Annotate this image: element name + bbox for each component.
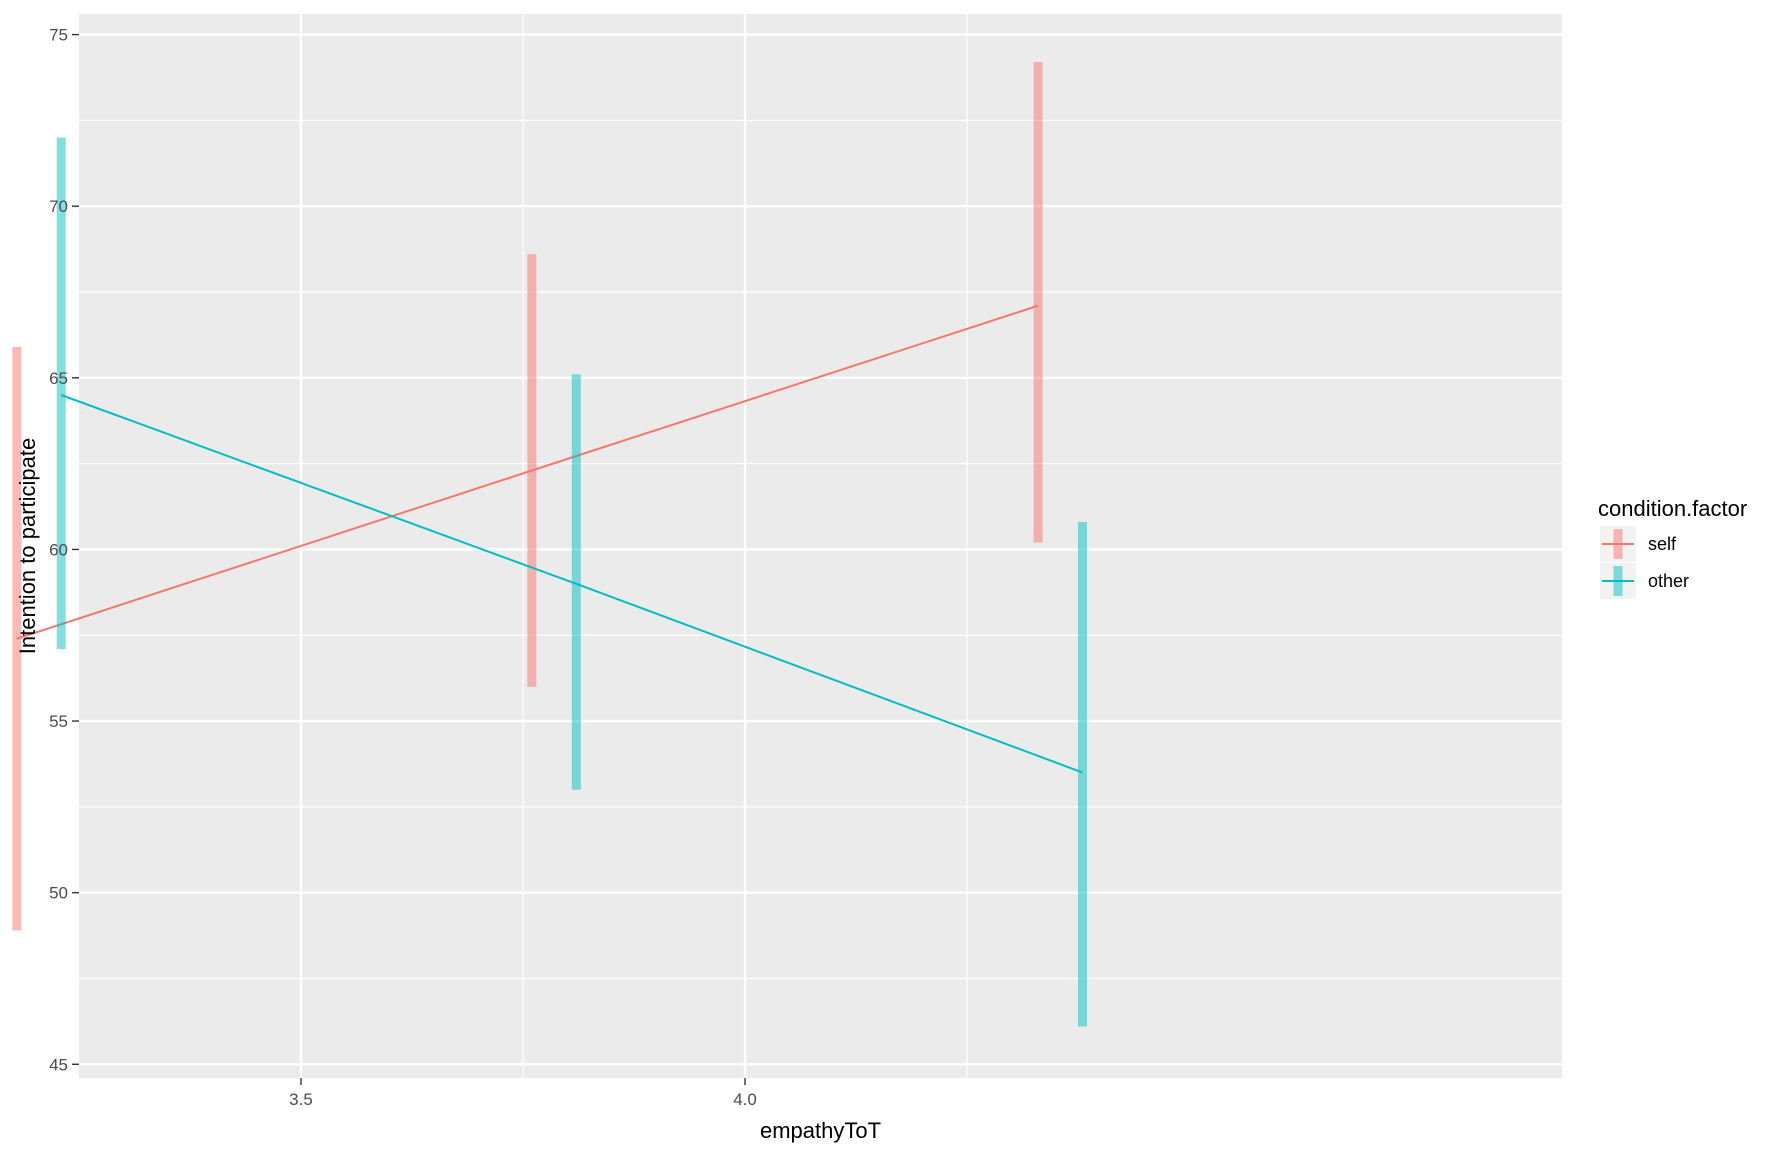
legend-title: condition.factor — [1598, 496, 1747, 521]
y-tick-label: 75 — [49, 26, 68, 45]
legend-label-other: other — [1648, 571, 1689, 591]
series-layer — [12, 62, 1087, 1027]
grid-major — [79, 14, 1562, 1078]
y-axis: 45 50 55 60 65 70 75 — [49, 26, 79, 1074]
grid-minor — [79, 14, 1562, 1078]
x-tick-label: 3.5 — [289, 1090, 313, 1109]
series-self — [12, 62, 1043, 931]
y-tick-label: 65 — [49, 369, 68, 388]
y-tick-label: 60 — [49, 540, 68, 559]
x-axis: 3.5 4.0 — [289, 1078, 757, 1109]
series-other — [56, 137, 1087, 1027]
x-tick-label: 4.0 — [733, 1090, 757, 1109]
series-line-other — [60, 394, 1083, 774]
series-line-self — [16, 304, 1039, 640]
x-axis-title: empathyToT — [760, 1118, 881, 1143]
legend: condition.factor self other — [1598, 496, 1747, 599]
plot-panel — [79, 14, 1562, 1078]
legend-key-other — [1600, 563, 1636, 599]
y-tick-label: 70 — [49, 197, 68, 216]
y-tick-label: 50 — [49, 884, 68, 903]
y-tick-label: 45 — [49, 1055, 68, 1074]
y-axis-title: Intention to participate — [15, 438, 40, 654]
legend-label-self: self — [1648, 534, 1677, 554]
legend-key-self — [1600, 526, 1636, 562]
y-tick-label: 55 — [49, 712, 68, 731]
